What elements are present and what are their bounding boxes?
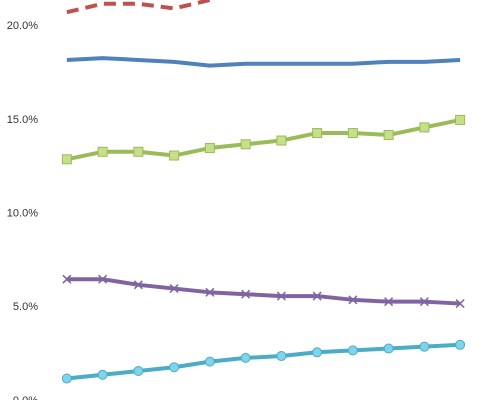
series-line (66, 56, 461, 68)
series-line (66, 342, 461, 381)
y-tick-label: 15.0% (7, 114, 38, 126)
marker (133, 146, 144, 157)
series-line (66, 0, 211, 15)
marker (133, 366, 144, 377)
y-tick-label: 20.0% (7, 20, 38, 32)
marker (204, 143, 215, 154)
marker (312, 347, 323, 358)
marker (169, 362, 180, 373)
marker (276, 135, 287, 146)
marker (61, 154, 72, 165)
marker (383, 343, 394, 354)
marker (169, 284, 179, 294)
marker (241, 289, 251, 299)
marker (347, 345, 358, 356)
marker (347, 128, 358, 139)
marker (312, 128, 323, 139)
series-line (66, 277, 461, 306)
marker (133, 280, 143, 290)
y-tick-label: 0.0% (13, 395, 38, 400)
marker (240, 352, 251, 363)
marker (276, 291, 286, 301)
marker (62, 274, 72, 284)
marker (419, 341, 430, 352)
marker (419, 297, 429, 307)
marker (455, 114, 466, 125)
marker (384, 297, 394, 307)
marker (205, 287, 215, 297)
marker (98, 274, 108, 284)
marker (61, 373, 72, 384)
marker (455, 299, 465, 309)
marker (169, 150, 180, 161)
y-tick-label: 5.0% (13, 301, 38, 313)
marker (312, 291, 322, 301)
marker (383, 129, 394, 140)
marker (97, 146, 108, 157)
marker (276, 351, 287, 362)
y-tick-label: 10.0% (7, 208, 38, 220)
marker (204, 356, 215, 367)
series-line (66, 117, 461, 162)
marker (348, 295, 358, 305)
marker (455, 339, 466, 350)
marker (419, 122, 430, 133)
marker (240, 139, 251, 150)
marker (97, 369, 108, 380)
